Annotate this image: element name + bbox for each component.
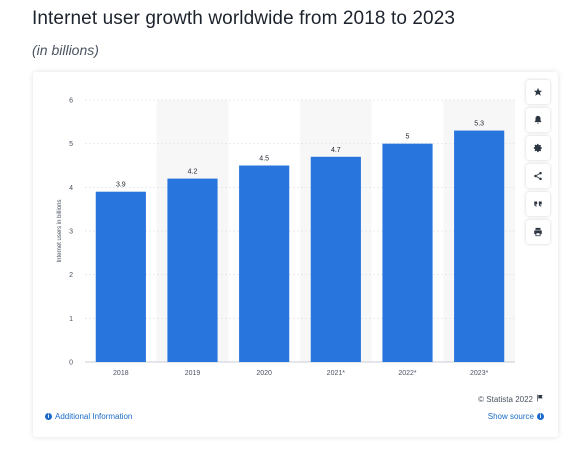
bar-2021*[interactable] <box>310 156 361 362</box>
data-label: 3.9 <box>116 182 126 189</box>
y-axis-label: Internet users in billions <box>57 199 63 262</box>
share-icon <box>533 171 543 181</box>
data-label: 4.5 <box>259 156 269 163</box>
x-tick-labels: 2018 2019 2020 2021* 2022* 2023* <box>113 370 489 377</box>
bar-chart: 0 1 2 3 4 5 6 2018 2019 2020 2021* 2022* 2023* 3.9 4… <box>57 98 515 377</box>
data-labels: 3.9 4.2 4.5 4.7 5 5.3 <box>116 121 484 189</box>
y-tick-label: 3 <box>69 229 73 236</box>
x-tick-label: 2018 <box>113 370 129 377</box>
bar-2018[interactable] <box>95 191 146 362</box>
x-tick-label: 2021* <box>327 370 346 377</box>
additional-information-link[interactable]: i Additional Information <box>45 412 132 421</box>
info-icon: i <box>45 413 52 420</box>
y-tick-label: 0 <box>69 360 73 367</box>
bars <box>95 130 505 363</box>
print-icon <box>533 227 543 237</box>
notification-button[interactable] <box>526 108 550 132</box>
share-button[interactable] <box>526 164 550 188</box>
x-tick-label: 2020 <box>256 370 272 377</box>
show-source-link[interactable]: Show source i <box>488 412 544 421</box>
y-tick-label: 5 <box>69 141 73 148</box>
y-tick-label: 6 <box>69 98 73 105</box>
side-toolbar <box>526 80 550 248</box>
page-subtitle: (in billions) <box>32 42 99 58</box>
info-icon: i <box>537 413 544 420</box>
data-label: 4.2 <box>188 169 198 176</box>
data-label: 5 <box>406 134 410 141</box>
flag-icon <box>536 394 544 404</box>
x-tick-label: 2022* <box>398 370 417 377</box>
data-label: 5.3 <box>474 121 484 128</box>
x-tick-label: 2023* <box>470 370 489 377</box>
bar-2023*[interactable] <box>454 130 505 362</box>
bar-2020[interactable] <box>239 165 290 363</box>
quote-icon <box>533 199 543 209</box>
y-tick-label: 4 <box>69 185 73 192</box>
y-tick-label: 1 <box>69 316 73 323</box>
gear-icon <box>533 143 543 153</box>
bar-2019[interactable] <box>167 178 218 362</box>
data-label: 4.7 <box>331 147 341 154</box>
star-icon <box>533 87 543 97</box>
print-button[interactable] <box>526 220 550 244</box>
chart-card: 0 1 2 3 4 5 6 2018 2019 2020 2021* 2022* 2023* 3.9 4… <box>33 72 558 437</box>
y-tick-label: 2 <box>69 272 73 279</box>
bar-2022*[interactable] <box>382 143 433 362</box>
bell-icon <box>533 115 543 125</box>
statista-credit: © Statista 2022 <box>478 394 544 404</box>
gridlines <box>85 99 515 363</box>
page-title: Internet user growth worldwide from 2018… <box>32 8 456 29</box>
show-source-label: Show source <box>487 412 534 421</box>
settings-button[interactable] <box>526 136 550 160</box>
cite-button[interactable] <box>526 192 550 216</box>
additional-information-label: Additional Information <box>55 412 133 421</box>
x-tick-label: 2019 <box>185 370 201 377</box>
y-tick-labels: 0 1 2 3 4 5 6 <box>69 98 73 367</box>
credit-text: © Statista 2022 <box>478 394 533 404</box>
favorite-button[interactable] <box>526 80 550 104</box>
